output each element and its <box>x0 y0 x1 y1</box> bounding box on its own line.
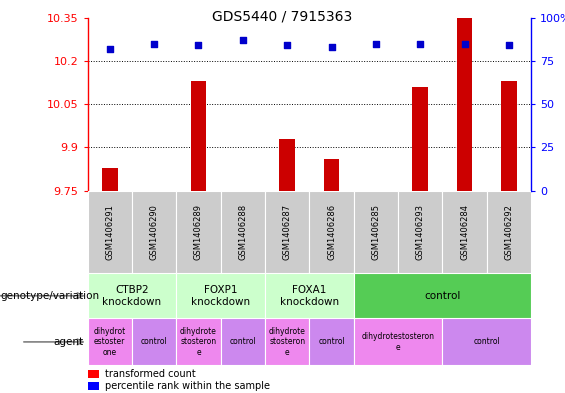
Text: control: control <box>318 338 345 346</box>
Text: control: control <box>424 291 460 301</box>
Text: genotype/variation: genotype/variation <box>0 291 99 301</box>
Text: GSM1406289: GSM1406289 <box>194 204 203 260</box>
Point <box>238 37 247 43</box>
Text: GSM1406286: GSM1406286 <box>327 204 336 260</box>
Bar <box>412 87 428 191</box>
Bar <box>398 191 442 273</box>
Text: GSM1406290: GSM1406290 <box>150 204 159 260</box>
Bar <box>102 167 118 191</box>
Text: GDS5440 / 7915363: GDS5440 / 7915363 <box>212 10 353 24</box>
Text: GSM1406284: GSM1406284 <box>460 204 469 260</box>
Text: control: control <box>473 338 500 346</box>
Bar <box>132 318 176 365</box>
Bar <box>191 81 206 191</box>
Bar <box>442 191 487 273</box>
Text: dihydrote
stosteron
e: dihydrote stosteron e <box>269 327 306 357</box>
Text: FOXA1
knockdown: FOXA1 knockdown <box>280 285 339 307</box>
Text: FOXP1
knockdown: FOXP1 knockdown <box>191 285 250 307</box>
Bar <box>88 318 132 365</box>
Text: GSM1406291: GSM1406291 <box>105 204 114 260</box>
Bar <box>88 382 99 390</box>
Text: control: control <box>141 338 167 346</box>
Bar <box>310 318 354 365</box>
Point <box>505 42 514 48</box>
Point <box>327 44 336 50</box>
Text: GSM1406288: GSM1406288 <box>238 204 247 260</box>
Text: dihydrotestosteron
e: dihydrotestosteron e <box>362 332 434 352</box>
Bar <box>442 318 531 365</box>
Bar <box>88 191 132 273</box>
Bar <box>354 318 442 365</box>
Bar <box>176 191 220 273</box>
Text: control: control <box>229 338 256 346</box>
Bar <box>88 369 99 378</box>
Bar <box>457 18 472 191</box>
Bar <box>220 191 265 273</box>
Text: GSM1406293: GSM1406293 <box>416 204 425 260</box>
Bar <box>220 318 265 365</box>
Bar <box>88 273 176 318</box>
Bar <box>310 191 354 273</box>
Text: GSM1406292: GSM1406292 <box>505 204 514 260</box>
Text: GSM1406287: GSM1406287 <box>282 204 292 260</box>
Bar <box>354 191 398 273</box>
Text: CTBP2
knockdown: CTBP2 knockdown <box>102 285 162 307</box>
Point <box>460 40 469 47</box>
Bar <box>354 273 531 318</box>
Bar <box>176 273 265 318</box>
Text: transformed count: transformed count <box>105 369 196 379</box>
Bar <box>487 191 531 273</box>
Text: dihydrote
stosteron
e: dihydrote stosteron e <box>180 327 217 357</box>
Bar <box>132 191 176 273</box>
Text: percentile rank within the sample: percentile rank within the sample <box>105 381 270 391</box>
Bar <box>280 139 295 191</box>
Point <box>371 40 380 47</box>
Bar <box>176 318 220 365</box>
Bar <box>265 273 354 318</box>
Point <box>150 40 159 47</box>
Point <box>194 42 203 48</box>
Bar <box>265 191 310 273</box>
Bar <box>501 81 516 191</box>
Text: dihydrot
estoster
one: dihydrot estoster one <box>94 327 126 357</box>
Point <box>416 40 425 47</box>
Text: GSM1406285: GSM1406285 <box>371 204 380 260</box>
Point <box>105 46 114 52</box>
Point <box>282 42 292 48</box>
Bar <box>265 318 310 365</box>
Bar <box>324 159 339 191</box>
Text: agent: agent <box>54 337 84 347</box>
